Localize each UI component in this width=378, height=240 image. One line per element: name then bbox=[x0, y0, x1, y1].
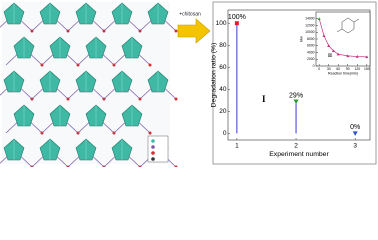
y-tick-label: 14000 bbox=[305, 17, 315, 21]
arrow-label: +chitosan bbox=[179, 11, 201, 17]
y-tick-label: 8000 bbox=[307, 37, 315, 41]
x-tick-label: 0 bbox=[318, 67, 320, 71]
y-tick-label: 100 bbox=[216, 20, 227, 27]
point bbox=[346, 54, 350, 58]
y-tick-label: 10000 bbox=[305, 30, 315, 34]
point bbox=[331, 49, 335, 53]
x-tick-label: 30 bbox=[327, 67, 331, 71]
point bbox=[234, 21, 239, 26]
atom bbox=[174, 29, 178, 33]
legend-dot bbox=[151, 157, 155, 161]
x-tick-label: 2 bbox=[294, 143, 298, 150]
value-label: 0% bbox=[350, 124, 360, 131]
x-tick-label: 90 bbox=[346, 67, 350, 71]
y-tick-label: 80 bbox=[219, 42, 227, 49]
plot-frame bbox=[315, 11, 371, 67]
x-tick-label: 1 bbox=[235, 143, 239, 150]
molecule bbox=[336, 17, 360, 34]
value-label: 100% bbox=[228, 14, 246, 21]
legend-box bbox=[147, 135, 169, 163]
point bbox=[355, 55, 359, 58]
x-tick-label: 3 bbox=[353, 143, 357, 150]
atom bbox=[148, 63, 152, 67]
atom bbox=[148, 131, 152, 135]
legend-dot bbox=[151, 151, 155, 155]
point bbox=[352, 131, 358, 136]
arrow bbox=[177, 18, 211, 44]
point bbox=[317, 17, 321, 20]
x-tick-label: 150 bbox=[364, 67, 370, 71]
annotation: I bbox=[262, 94, 266, 104]
point bbox=[365, 55, 369, 59]
y-tick-label: 20 bbox=[219, 108, 227, 115]
y-tick-label: 0 bbox=[223, 130, 227, 137]
y-tick-label: 2000 bbox=[307, 57, 315, 61]
value-label: 29% bbox=[289, 92, 303, 99]
line bbox=[318, 18, 367, 58]
crystal-structure bbox=[0, 2, 178, 167]
chart-frame bbox=[212, 1, 377, 165]
point bbox=[322, 34, 326, 37]
y-tick-label: 40 bbox=[219, 86, 227, 93]
y-tick-label: 4000 bbox=[307, 50, 315, 54]
x-axis-label: Experiment number bbox=[269, 151, 329, 158]
y-tick-label: 60 bbox=[219, 64, 227, 71]
x-tick-label: 60 bbox=[336, 67, 340, 71]
x-axis-label: Reaction time(min) bbox=[328, 71, 358, 75]
point bbox=[327, 44, 331, 47]
y-tick-label: 0 bbox=[313, 64, 315, 68]
legend-dot bbox=[151, 145, 155, 149]
plot-frame bbox=[227, 9, 371, 141]
y-tick-label: 6000 bbox=[307, 44, 315, 48]
y-axis-label: Degradation ratio (%) bbox=[210, 43, 217, 108]
legend-dot bbox=[151, 139, 155, 143]
annotation: II bbox=[328, 54, 332, 59]
atom bbox=[174, 97, 178, 101]
y-axis-label: Mw bbox=[299, 36, 303, 42]
point bbox=[336, 52, 340, 56]
x-tick-label: 120 bbox=[354, 67, 360, 71]
point bbox=[293, 99, 299, 104]
figure: +chitosan 0 20 40 60 80 100 1 2 3 Experiment numbe… bbox=[0, 1, 377, 167]
y-tick-label: 12000 bbox=[305, 23, 315, 27]
atom bbox=[174, 165, 178, 167]
